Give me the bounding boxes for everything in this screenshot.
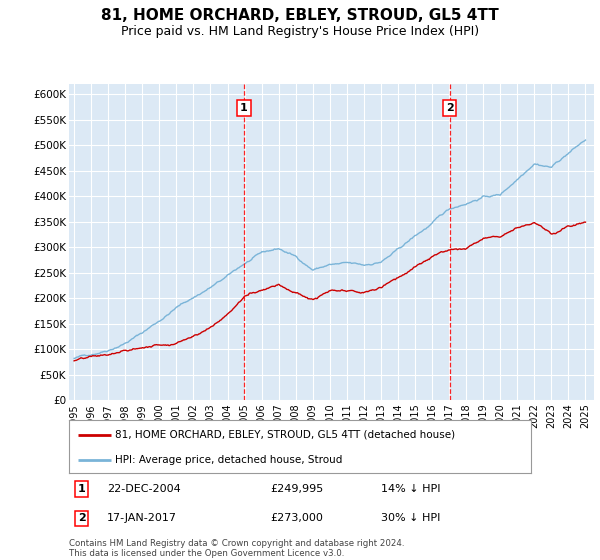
Text: 17-JAN-2017: 17-JAN-2017 [107,514,177,524]
Text: 22-DEC-2004: 22-DEC-2004 [107,484,181,494]
Text: 30% ↓ HPI: 30% ↓ HPI [382,514,441,524]
Text: Contains HM Land Registry data © Crown copyright and database right 2024.
This d: Contains HM Land Registry data © Crown c… [69,539,404,558]
Text: 81, HOME ORCHARD, EBLEY, STROUD, GL5 4TT: 81, HOME ORCHARD, EBLEY, STROUD, GL5 4TT [101,8,499,24]
Text: 2: 2 [78,514,85,524]
Text: Price paid vs. HM Land Registry's House Price Index (HPI): Price paid vs. HM Land Registry's House … [121,25,479,38]
Text: 14% ↓ HPI: 14% ↓ HPI [382,484,441,494]
Text: £249,995: £249,995 [271,484,324,494]
Text: 1: 1 [240,102,248,113]
Text: 81, HOME ORCHARD, EBLEY, STROUD, GL5 4TT (detached house): 81, HOME ORCHARD, EBLEY, STROUD, GL5 4TT… [115,430,455,440]
Text: 2: 2 [446,102,454,113]
Text: 1: 1 [78,484,85,494]
Text: HPI: Average price, detached house, Stroud: HPI: Average price, detached house, Stro… [115,455,343,465]
Text: £273,000: £273,000 [271,514,323,524]
